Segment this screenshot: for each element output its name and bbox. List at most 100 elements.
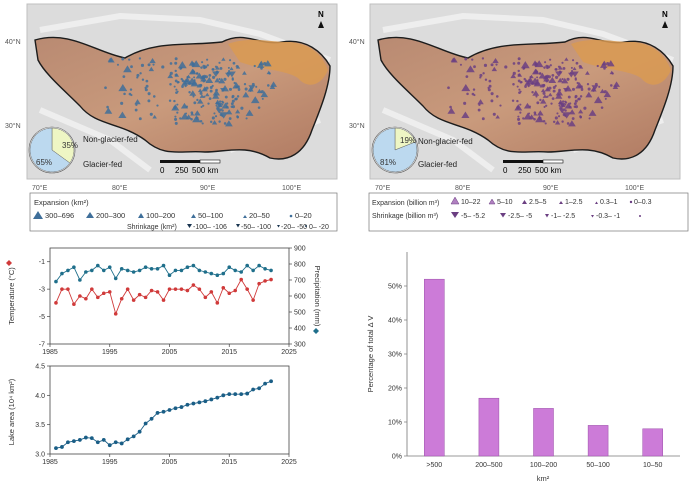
legend-right-shr-5-5.2-icon <box>451 212 459 218</box>
x-tick-label: 2025 <box>281 459 297 466</box>
legend-right-exp-0-0.3: 0–0.3 <box>634 199 652 206</box>
lake-marker <box>149 57 156 64</box>
lake-marker <box>603 91 612 98</box>
lake-marker <box>152 95 156 98</box>
lake-marker <box>199 94 205 98</box>
lake-marker <box>473 65 476 69</box>
lake-marker <box>479 76 482 79</box>
lake-marker <box>209 89 213 93</box>
precipitation-point <box>239 270 243 274</box>
lake-marker <box>533 112 538 116</box>
lake-marker <box>561 77 569 84</box>
lake-marker <box>522 117 525 120</box>
lake-area-line <box>55 380 272 449</box>
lake-area-point <box>54 446 58 451</box>
lake-marker <box>134 108 138 112</box>
pie-right-slice-glacier-fed <box>372 127 418 173</box>
legend-left-shr-100-106-icon <box>187 224 192 228</box>
temperature-point <box>149 288 154 293</box>
legend-right-exp-2.5-5-icon <box>522 200 527 204</box>
lon-left-90: 90°E <box>200 184 216 192</box>
legend-left-exp-100-200: 100–200 <box>146 211 175 220</box>
lake-marker <box>212 71 220 78</box>
lake-marker <box>257 106 261 109</box>
lake-marker <box>579 95 583 98</box>
lake-marker <box>568 120 576 127</box>
precip-tick-label: 800 <box>294 262 306 269</box>
lake-marker <box>451 57 458 63</box>
pie-right-legend-non-glacier: Non-glacier-fed <box>418 137 473 146</box>
lake-marker <box>552 86 556 89</box>
lake-marker <box>200 66 203 69</box>
temperature-point <box>167 287 172 291</box>
lake-marker <box>205 86 209 90</box>
legend-left-exp-300-696-icon <box>33 211 43 219</box>
x-tick-label: 2005 <box>162 459 178 466</box>
precipitation-point <box>191 263 196 268</box>
legend-left-exp-300-696: 300–696 <box>45 211 74 220</box>
x-tick-label: 2015 <box>221 349 237 356</box>
temperature-point <box>221 285 226 290</box>
lake-area-point <box>137 429 142 434</box>
lake-marker <box>181 79 185 83</box>
legend-left-exp-200-300-icon <box>86 212 94 218</box>
lake-marker <box>571 87 576 91</box>
legend-left-exp-50-100-icon <box>191 214 196 218</box>
lake-marker <box>237 88 241 91</box>
precipitation-point <box>233 268 238 273</box>
lake-marker <box>260 90 264 94</box>
lake-marker <box>612 84 619 90</box>
precipitation-point <box>227 265 232 270</box>
lake-marker <box>189 90 197 96</box>
lake-marker <box>236 116 239 119</box>
lake-marker <box>214 77 221 83</box>
lake-marker <box>574 78 577 81</box>
lake-marker <box>562 66 566 70</box>
scale-right-0: 0 <box>503 166 508 175</box>
lake-marker <box>536 76 539 79</box>
bar-tick-label: 50% <box>388 284 402 291</box>
legend-right-shr-2.5-5-icon <box>500 213 506 218</box>
lake-marker <box>130 65 133 69</box>
lat-right-40: 40°N <box>349 38 365 46</box>
lake-marker <box>575 61 579 65</box>
lake-marker <box>579 116 582 119</box>
lake-marker <box>545 64 549 68</box>
lake-marker <box>240 106 244 110</box>
bar-3 <box>587 425 609 457</box>
precipitation-point <box>90 268 94 273</box>
lake-marker <box>569 102 572 105</box>
lake-marker <box>531 91 534 94</box>
x-tick-label: 2025 <box>281 349 297 356</box>
lake-marker <box>523 102 532 109</box>
lake-marker <box>610 84 613 87</box>
lake-marker <box>205 92 210 97</box>
lake-marker <box>593 96 603 104</box>
temp-tick-label: -3 <box>39 287 45 294</box>
lake-marker <box>204 75 208 79</box>
lake-marker <box>535 70 539 74</box>
temperature-point <box>179 287 184 291</box>
lake-marker <box>492 57 499 64</box>
temperature-point <box>269 277 273 282</box>
lake-marker <box>561 100 565 103</box>
lake-marker <box>555 71 563 78</box>
lake-marker <box>555 68 558 71</box>
lake-marker <box>587 87 591 91</box>
temperature-point <box>66 287 70 291</box>
lake-marker <box>233 81 236 85</box>
lake-area-point <box>95 440 100 445</box>
lake-marker <box>555 75 559 79</box>
legend-right-exp-5-10-icon <box>488 198 496 205</box>
lake-marker <box>592 89 595 92</box>
lake-marker <box>557 77 564 83</box>
lake-marker <box>490 92 494 96</box>
lake-marker <box>539 98 542 102</box>
legend-right-exp-0.3-1-icon <box>595 201 598 204</box>
lake-area-point <box>83 435 88 440</box>
precipitation-point <box>245 263 249 268</box>
lake-area-point <box>107 443 112 448</box>
lake-marker <box>466 92 469 96</box>
lake-markers-right <box>447 57 621 127</box>
lake-area-point <box>269 379 273 384</box>
